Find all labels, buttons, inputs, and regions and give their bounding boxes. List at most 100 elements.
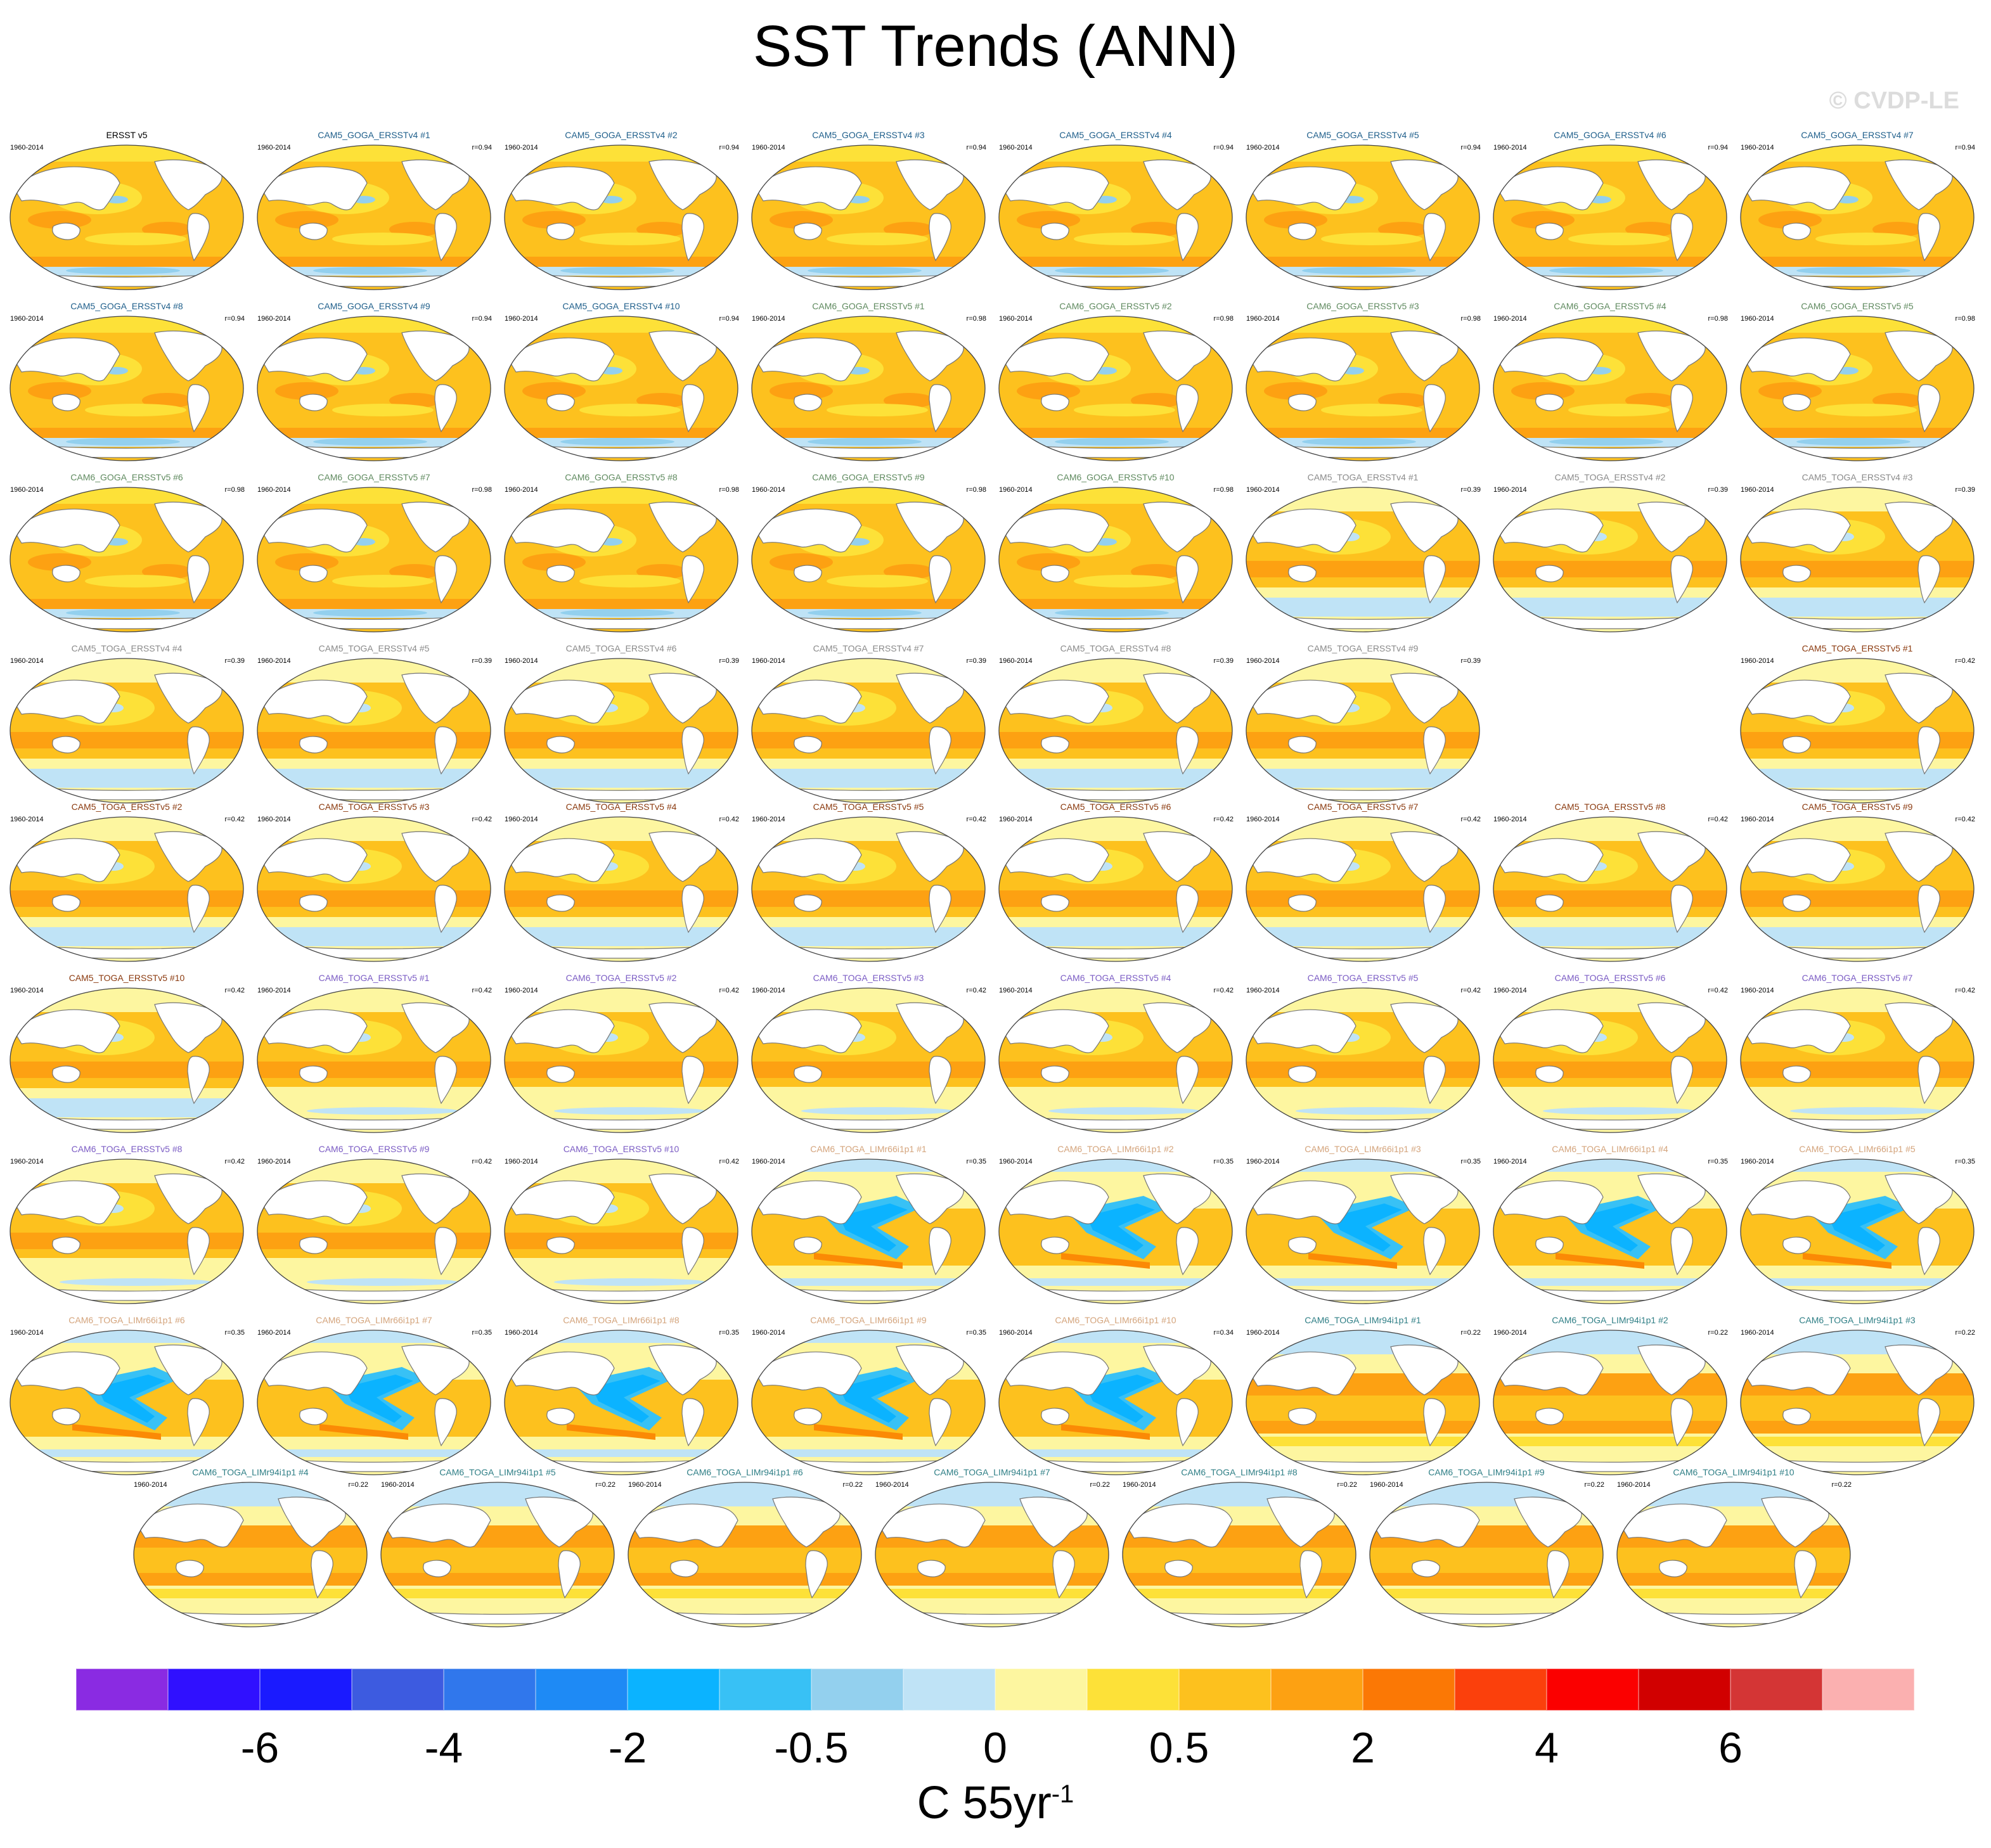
panel-correlation: r=0.98 <box>966 486 987 494</box>
sst-trend-map <box>257 1158 491 1304</box>
sst-trend-map <box>1246 316 1480 461</box>
map-panels-grid: ERSST v5 1960-2014 CAM5_GOGA_ERSSTv4 #1 196… <box>6 130 1976 1627</box>
panel-period: 1960-2014 <box>752 1329 785 1337</box>
map-panel: CAM6_TOGA_LIMr94i1p1 #1 1960-2014 r=0.22 <box>1242 1315 1483 1475</box>
panel-correlation: r=0.94 <box>1708 144 1729 151</box>
panel-correlation: r=0.98 <box>1955 315 1976 323</box>
sst-trend-map <box>628 1482 862 1627</box>
panel-correlation: r=0.94 <box>966 144 987 151</box>
panel-title: CAM5_GOGA_ERSSTv4 #8 <box>70 301 183 311</box>
sst-trend-map <box>1493 816 1727 962</box>
panel-period: 1960-2014 <box>1246 987 1280 994</box>
panel-period: 1960-2014 <box>10 657 44 665</box>
map-outline <box>504 658 738 804</box>
map-panel: CAM6_TOGA_LIMr66i1p1 #2 1960-2014 r=0.35 <box>995 1144 1236 1304</box>
panel-period: 1960-2014 <box>1493 315 1527 323</box>
map-outline <box>751 1158 986 1304</box>
panel-correlation: r=0.42 <box>1460 816 1481 823</box>
map-outline <box>1616 1482 1851 1627</box>
sst-trend-map <box>1493 1330 1727 1475</box>
sst-trend-map <box>1740 987 1975 1133</box>
map-outline <box>998 1330 1233 1475</box>
panel-correlation: r=0.98 <box>1213 486 1234 494</box>
map-panel: CAM5_TOGA_ERSSTv5 #3 1960-2014 r=0.42 <box>254 802 494 962</box>
map-outline <box>257 987 491 1133</box>
panel-correlation: r=0.35 <box>719 1329 740 1337</box>
map-panel: CAM6_TOGA_ERSSTv5 #8 1960-2014 r=0.42 <box>6 1144 247 1304</box>
panel-title: CAM6_TOGA_LIMr94i1p1 #2 <box>1552 1315 1668 1325</box>
panel-title: CAM6_TOGA_LIMr94i1p1 #9 <box>1428 1467 1545 1477</box>
panel-period: 1960-2014 <box>752 987 785 994</box>
map-outline <box>1246 816 1480 962</box>
panel-period: 1960-2014 <box>1493 1158 1527 1165</box>
map-outline <box>1493 987 1727 1133</box>
sst-trend-map <box>504 987 738 1133</box>
panel-title: CAM6_GOGA_ERSSTv5 #7 <box>318 472 430 482</box>
panel-title: CAM5_TOGA_ERSSTv5 #2 <box>71 802 183 812</box>
sst-trend-map <box>1246 658 1480 804</box>
sst-trend-map <box>504 1330 738 1475</box>
map-outline <box>1740 987 1975 1133</box>
colorbar-box <box>811 1669 903 1710</box>
panel-correlation: r=0.39 <box>224 657 245 665</box>
sst-trend-map <box>1740 316 1975 461</box>
map-panel: CAM5_TOGA_ERSSTv4 #2 1960-2014 r=0.39 <box>1490 472 1730 632</box>
panel-title: CAM6_TOGA_ERSSTv5 #3 <box>813 973 924 983</box>
colorbar-box <box>1822 1669 1914 1710</box>
panel-period: 1960-2014 <box>10 486 44 494</box>
panel-title: CAM5_GOGA_ERSSTv4 #10 <box>562 301 680 311</box>
map-outline <box>1740 658 1975 804</box>
panel-period: 1960-2014 <box>1246 1158 1280 1165</box>
panel-title: CAM5_TOGA_ERSSTv5 #1 <box>1801 643 1913 653</box>
panel-title: CAM5_TOGA_ERSSTv5 #8 <box>1554 802 1666 812</box>
panel-period: 1960-2014 <box>10 144 44 151</box>
colorbar-box <box>168 1669 260 1710</box>
panel-title: CAM6_TOGA_LIMr66i1p1 #10 <box>1055 1315 1176 1325</box>
sst-trend-map <box>257 987 491 1133</box>
panel-correlation: r=0.98 <box>224 486 245 494</box>
panel-correlation: r=0.42 <box>224 987 245 994</box>
panel-period: 1960-2014 <box>381 1481 415 1489</box>
map-outline <box>10 144 244 290</box>
panel-title: CAM6_GOGA_ERSSTv5 #3 <box>1306 301 1419 311</box>
panel-correlation: r=0.35 <box>1213 1158 1234 1165</box>
panel-title: CAM6_TOGA_LIMr66i1p1 #5 <box>1799 1144 1916 1154</box>
map-outline <box>10 816 244 962</box>
panel-period: 1960-2014 <box>1493 144 1527 151</box>
map-panel: CAM5_GOGA_ERSSTv4 #4 1960-2014 r=0.94 <box>995 130 1236 290</box>
panel-period: 1960-2014 <box>505 486 538 494</box>
map-panel: CAM5_TOGA_ERSSTv4 #5 1960-2014 r=0.39 <box>254 643 494 804</box>
panel-title: CAM5_TOGA_ERSSTv4 #6 <box>565 643 677 653</box>
map-panel: CAM6_TOGA_LIMr66i1p1 #1 1960-2014 r=0.35 <box>748 1144 989 1304</box>
panel-period: 1960-2014 <box>1370 1481 1403 1489</box>
panel-correlation: r=0.22 <box>595 1481 616 1489</box>
panel-correlation: r=0.35 <box>966 1158 987 1165</box>
sst-trend-map <box>10 1158 244 1304</box>
panel-correlation: r=0.22 <box>1708 1329 1729 1337</box>
map-panel: CAM5_TOGA_ERSSTv4 #9 1960-2014 r=0.39 <box>1242 643 1483 804</box>
panel-period: 1960-2014 <box>1246 486 1280 494</box>
map-outline <box>257 816 491 962</box>
panel-correlation: r=0.98 <box>1460 315 1481 323</box>
sst-trend-map <box>1740 1330 1975 1475</box>
panel-period: 1960-2014 <box>1123 1481 1156 1489</box>
panel-correlation: r=0.42 <box>1708 816 1729 823</box>
sst-trend-map <box>504 144 738 290</box>
map-panel: CAM6_TOGA_ERSSTv5 #9 1960-2014 r=0.42 <box>254 1144 494 1304</box>
sst-trend-map <box>504 316 738 461</box>
map-outline <box>1246 144 1480 290</box>
map-outline <box>504 1330 738 1475</box>
panel-correlation: r=0.42 <box>472 987 493 994</box>
sst-trend-map <box>257 1330 491 1475</box>
colorbar-tick-label: 4 <box>1535 1724 1559 1772</box>
panel-title: CAM6_TOGA_LIMr94i1p1 #10 <box>1673 1467 1794 1477</box>
panel-period: 1960-2014 <box>752 144 785 151</box>
colorbar-tick-label: -4 <box>424 1724 463 1772</box>
panel-correlation: r=0.42 <box>472 816 493 823</box>
sst-trend-map <box>1369 1482 1604 1627</box>
map-outline <box>257 316 491 461</box>
panel-period: 1960-2014 <box>10 315 44 323</box>
map-panel: CAM5_TOGA_ERSSTv5 #7 1960-2014 r=0.42 <box>1242 802 1483 962</box>
panel-correlation: r=0.42 <box>719 816 740 823</box>
panel-correlation: r=0.42 <box>472 1158 493 1165</box>
